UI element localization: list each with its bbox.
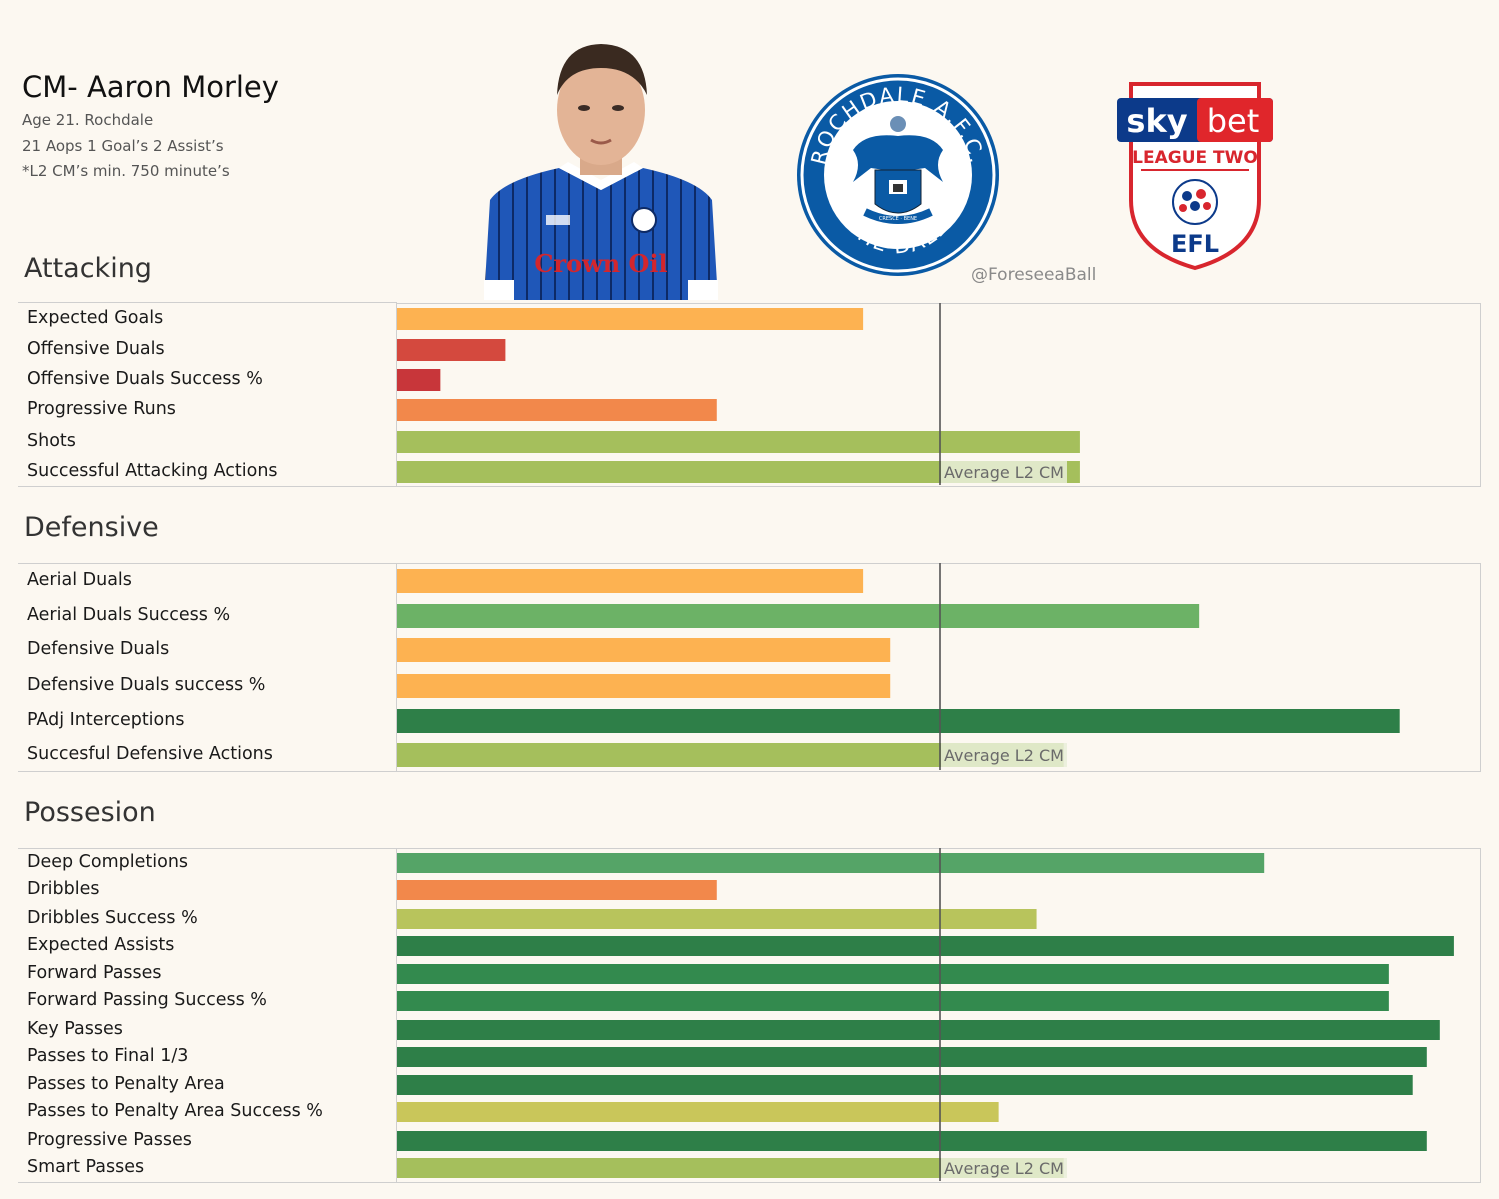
bar <box>397 1102 999 1122</box>
average-label-background <box>941 1158 1067 1178</box>
bar <box>397 369 441 391</box>
svg-text:EFL: EFL <box>1171 230 1219 258</box>
section-title-defensive: Defensive <box>24 512 159 543</box>
player-info-line-3: *L2 CM’s min. 750 minute’s <box>22 162 230 180</box>
bar <box>397 1075 1413 1095</box>
league-two-logo-icon: sky bet LEAGUE TWO EFL <box>1117 82 1273 271</box>
bar <box>397 1158 1064 1178</box>
bar <box>397 1047 1427 1067</box>
possession-label-panel <box>18 848 397 1183</box>
bar <box>397 674 891 698</box>
player-info-line-1: Age 21. Rochdale <box>22 111 154 129</box>
row-label: Offensive Duals <box>27 339 165 359</box>
average-label-background <box>941 461 1067 483</box>
row-label: Progressive Passes <box>27 1130 192 1150</box>
row-label: Forward Passing Success % <box>27 990 267 1010</box>
row-label: Successful Attacking Actions <box>27 461 278 481</box>
bar <box>397 709 1400 733</box>
row-label: Aerial Duals Success % <box>27 605 231 625</box>
svg-text:bet: bet <box>1207 102 1260 140</box>
bar <box>397 461 1080 483</box>
player-title: CM- Aaron Morley <box>22 70 279 104</box>
row-label: Passes to Final 1/3 <box>27 1046 189 1066</box>
defensive-label-panel <box>18 563 397 772</box>
player-info-line-2: 21 Aops 1 Goal’s 2 Assist’s <box>22 137 224 155</box>
row-label: Deep Completions <box>27 852 189 872</box>
rochdale-crest-icon: ROCHDALE A.F.C. THE DALE CRESCE · BENE <box>797 74 999 276</box>
row-label: Key Passes <box>27 1019 123 1039</box>
bar <box>397 638 891 662</box>
bar <box>397 431 1080 453</box>
average-label-background <box>941 743 1067 767</box>
row-label: Passes to Penalty Area Success % <box>27 1101 323 1121</box>
row-label: Dribbles <box>27 879 100 899</box>
bar <box>397 853 1265 873</box>
defensive-bar-panel <box>396 563 1481 772</box>
player-photo: Crown Oil <box>484 44 718 300</box>
shirt-sponsor: Crown Oil <box>534 249 667 278</box>
row-label: Succesful Defensive Actions <box>27 744 273 764</box>
bar <box>397 1020 1440 1040</box>
bar <box>397 604 1200 628</box>
average-reference-label: Average L2 CM <box>944 463 1064 482</box>
row-label: Smart Passes <box>27 1157 145 1177</box>
bar <box>397 1131 1427 1151</box>
section-title-possession: Possesion <box>24 797 156 828</box>
svg-text:sky: sky <box>1126 102 1187 140</box>
row-label: Expected Assists <box>27 935 175 955</box>
row-label: Passes to Penalty Area <box>27 1074 225 1094</box>
average-reference-label: Average L2 CM <box>944 746 1064 765</box>
bar <box>397 964 1389 984</box>
section-title-attacking: Attacking <box>24 253 152 284</box>
twitter-handle: @ForeseeaBall <box>971 265 1097 285</box>
row-label: Defensive Duals <box>27 639 170 659</box>
bar <box>397 909 1037 929</box>
row-label: Expected Goals <box>27 308 164 328</box>
row-label: Defensive Duals success % <box>27 675 266 695</box>
bar <box>397 991 1389 1011</box>
row-label: Dribbles Success % <box>27 908 198 928</box>
bar <box>397 339 506 361</box>
row-label: Aerial Duals <box>27 570 132 590</box>
possession-bar-panel <box>396 848 1481 1183</box>
bar <box>397 569 864 593</box>
svg-text:LEAGUE TWO: LEAGUE TWO <box>1132 148 1258 168</box>
bar <box>397 936 1454 956</box>
attacking-label-panel <box>18 302 397 487</box>
svg-text:CRESCE · BENE: CRESCE · BENE <box>879 216 917 222</box>
row-label: Offensive Duals Success % <box>27 369 263 389</box>
row-label: Progressive Runs <box>27 399 176 419</box>
row-label: Shots <box>27 431 76 451</box>
bar <box>397 399 717 421</box>
row-label: Forward Passes <box>27 963 162 983</box>
bar <box>397 880 717 900</box>
average-reference-label: Average L2 CM <box>944 1159 1064 1178</box>
bar <box>397 308 864 330</box>
row-label: PAdj Interceptions <box>27 710 185 730</box>
attacking-bar-panel <box>396 303 1481 487</box>
